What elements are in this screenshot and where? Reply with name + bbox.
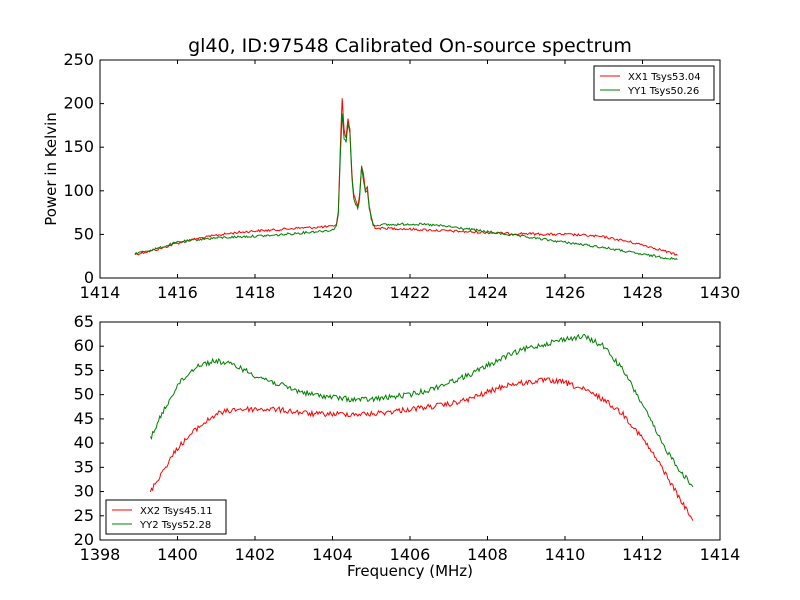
y-tick-label: 0 xyxy=(84,268,94,287)
legend-box xyxy=(593,65,715,101)
series-line-xx2-tsys45-11 xyxy=(149,377,694,521)
y-tick-label: 150 xyxy=(63,137,94,156)
top-y-axis-label: Power in Kelvin xyxy=(42,112,60,226)
y-tick-label: 35 xyxy=(74,457,94,476)
y-tick-label: 65 xyxy=(74,312,94,331)
x-tick-label: 1426 xyxy=(545,283,586,302)
y-tick-label: 50 xyxy=(74,385,94,404)
series-line-xx1-tsys53-04 xyxy=(134,98,678,256)
x-tick-label: 1406 xyxy=(390,545,431,564)
x-tick-label: 1428 xyxy=(622,283,663,302)
bottom-x-axis-label: Frequency (MHz) xyxy=(347,562,473,580)
x-tick-label: 1412 xyxy=(622,545,663,564)
x-tick-label: 1408 xyxy=(467,545,508,564)
x-tick-label: 1414 xyxy=(80,283,121,302)
bottom-panel: 1398 1400 1402 1404 1406 1408 1410 1412 1414 20 25… xyxy=(74,312,741,564)
y-tick-label: 250 xyxy=(63,50,94,69)
legend-label: XX2 Tsys45.11 xyxy=(140,506,213,517)
x-tick-label: 1402 xyxy=(235,545,276,564)
x-tick-label: 1424 xyxy=(467,283,508,302)
y-tick-label: 45 xyxy=(74,409,94,428)
legend-label: XX1 Tsys53.04 xyxy=(628,72,701,83)
x-tick-label: 1414 xyxy=(700,545,741,564)
x-tick-label: 1422 xyxy=(390,283,431,302)
x-tick-label: 1420 xyxy=(312,283,353,302)
chart-title: gl40, ID:97548 Calibrated On-source spec… xyxy=(188,35,632,57)
x-tick-label: 1410 xyxy=(545,545,586,564)
y-tick-label: 20 xyxy=(74,530,94,549)
series-line-yy2-tsys52-28 xyxy=(149,333,694,487)
y-tick-label: 50 xyxy=(74,224,94,243)
legend-label: YY1 Tsys50.26 xyxy=(627,86,699,97)
x-tick-label: 1398 xyxy=(80,545,121,564)
y-tick-label: 55 xyxy=(74,360,94,379)
x-tick-label: 1416 xyxy=(157,283,198,302)
series-line-yy1-tsys50-26 xyxy=(134,113,678,261)
y-tick-label: 30 xyxy=(74,482,94,501)
x-tick-label: 1400 xyxy=(157,545,198,564)
top-panel: 1414 1416 1418 1420 1422 1424 1426 1428 1430 0 50 1… xyxy=(63,50,740,302)
y-tick-label: 100 xyxy=(63,181,94,200)
y-tick-label: 25 xyxy=(74,506,94,525)
legend-label: YY2 Tsys52.28 xyxy=(139,520,211,531)
x-tick-label: 1404 xyxy=(312,545,353,564)
y-tick-label: 40 xyxy=(74,433,94,452)
x-tick-label: 1430 xyxy=(700,283,741,302)
x-tick-label: 1418 xyxy=(235,283,276,302)
y-tick-label: 60 xyxy=(74,336,94,355)
legend-box xyxy=(105,499,227,535)
y-tick-label: 200 xyxy=(63,94,94,113)
